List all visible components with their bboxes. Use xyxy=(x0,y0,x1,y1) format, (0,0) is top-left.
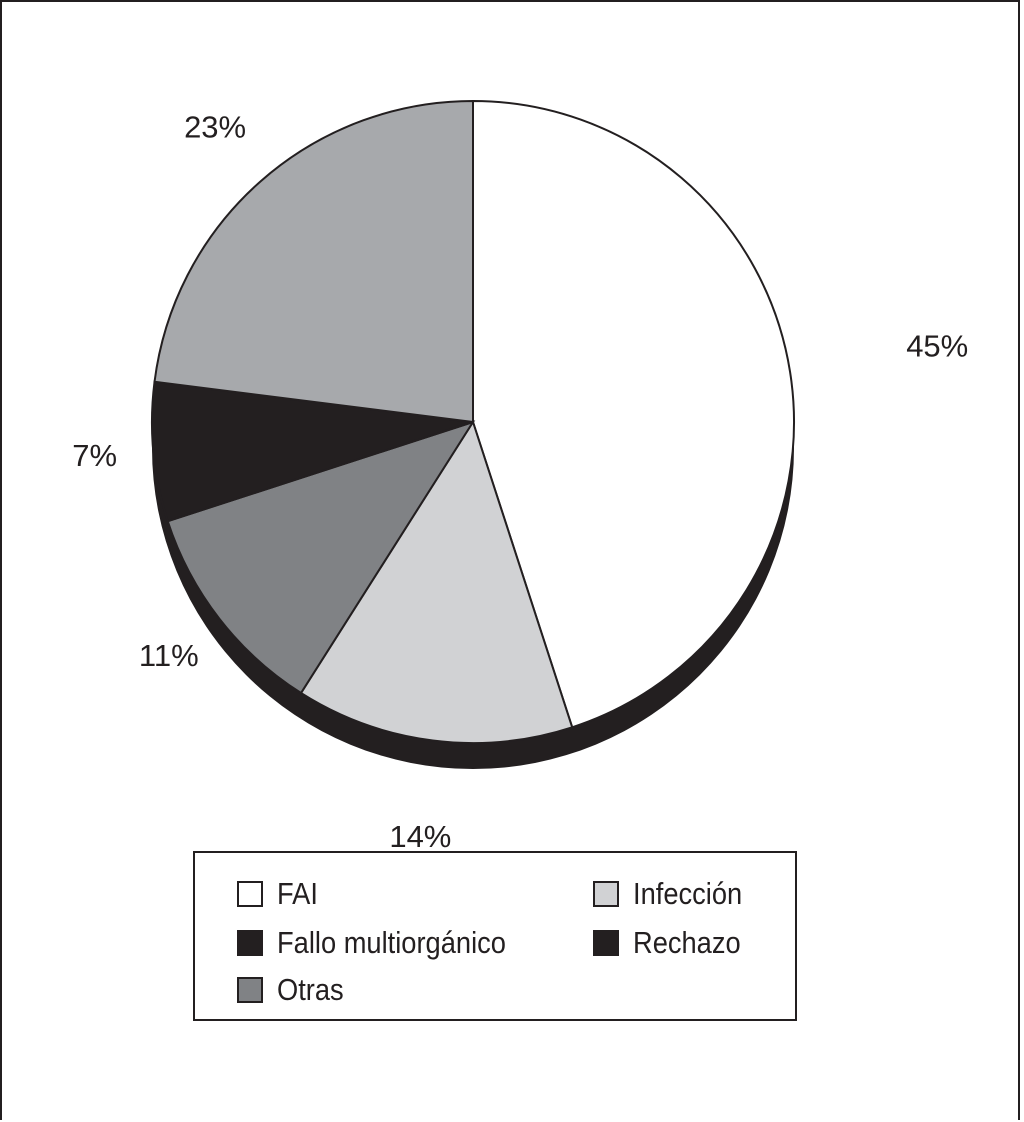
legend-swatch-fai xyxy=(237,881,263,907)
legend-item-infeccion: Infección xyxy=(593,874,757,914)
pie-slice-otras xyxy=(166,420,476,695)
pie-label-fallo-multiorganico: 23% xyxy=(184,110,246,145)
legend-swatch-infeccion xyxy=(593,881,619,907)
pie-labels: 45% 14% 11% 7% 23% xyxy=(72,110,968,850)
pie-label-fai: 45% xyxy=(906,329,968,364)
pie-slice-infeccion xyxy=(299,419,574,744)
legend: FAI Infección Fallo multiorgánico Rechaz… xyxy=(193,851,797,1021)
pie-slice-fai xyxy=(472,99,795,729)
legend-label-fallo-multiorganico: Fallo multiorgánico xyxy=(277,925,506,960)
legend-item-rechazo: Rechazo xyxy=(593,923,755,963)
pie-chart: 45% 14% 11% 7% 23% xyxy=(72,99,968,850)
pie-slice-rechazo xyxy=(151,380,474,523)
legend-swatch-otras xyxy=(237,977,263,1003)
pie-slice-fallo-multiorganico xyxy=(153,99,474,424)
legend-label-infeccion: Infección xyxy=(633,876,743,911)
legend-label-fai: FAI xyxy=(277,876,318,911)
legend-label-rechazo: Rechazo xyxy=(633,925,741,960)
legend-item-fallo-multiorganico: Fallo multiorgánico xyxy=(237,923,537,963)
legend-swatch-rechazo xyxy=(593,930,619,956)
pie-label-rechazo: 7% xyxy=(72,438,117,473)
pie-label-infeccion: 14% xyxy=(389,819,451,850)
pie-slices xyxy=(151,99,795,744)
pie-label-otras: 11% xyxy=(139,638,199,673)
legend-item-fai: FAI xyxy=(237,874,324,914)
legend-label-otras: Otras xyxy=(277,972,344,1007)
legend-swatch-fallo-multiorganico xyxy=(237,930,263,956)
legend-item-otras: Otras xyxy=(237,970,353,1010)
